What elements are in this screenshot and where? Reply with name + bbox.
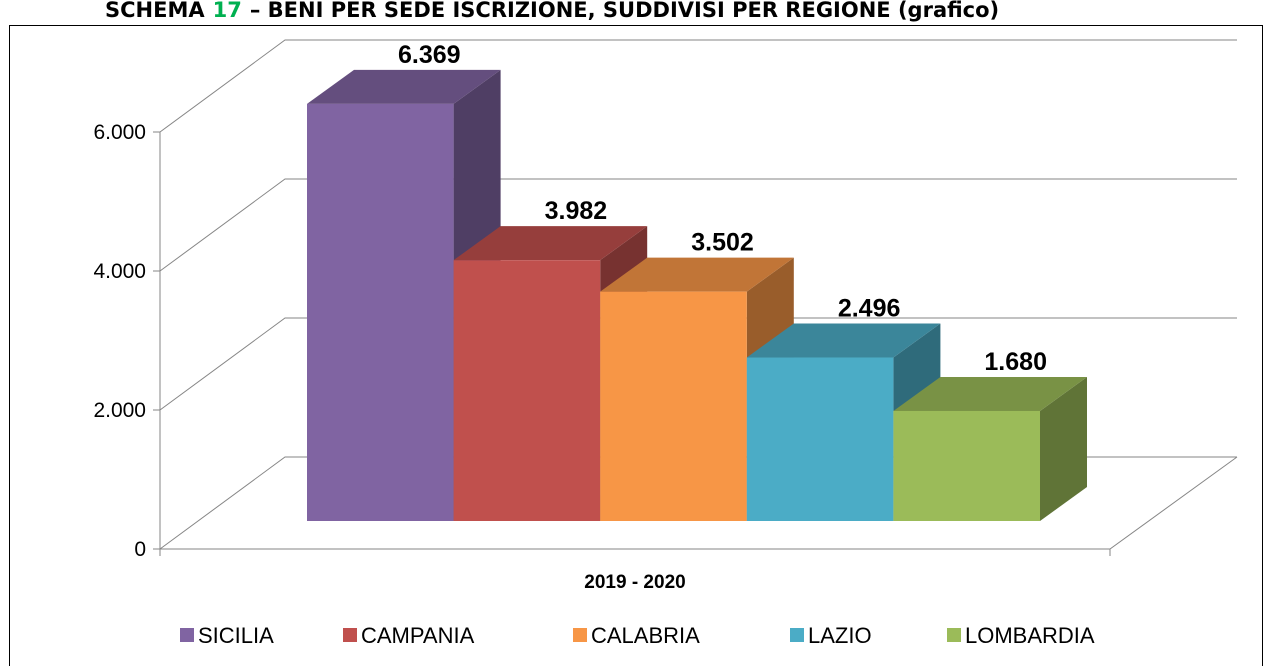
y-tick-label: 6.000 [93,121,146,144]
bar [453,260,601,521]
title-part: – BENI PER SEDE ISCRIZIONE, SUDDIVISI PE… [250,0,999,22]
bar-side [1040,376,1087,521]
bar-top [307,69,501,104]
bar-top [453,226,648,261]
bar-top [600,257,794,292]
legend-label: LOMBARDIA [965,623,1095,648]
data-label: 6.369 [398,41,461,69]
y-tick-label: 4.000 [93,260,146,283]
bar-top [746,323,941,358]
legend-label: CAMPANIA [361,623,475,648]
data-label: 2.496 [838,295,901,323]
legend-label: CALABRIA [591,623,700,648]
legend-swatch [180,628,194,642]
legend-swatch [947,628,961,642]
grid-line [159,178,1237,272]
legend-swatch [573,628,587,642]
data-label: 1.680 [984,348,1047,376]
data-label: 3.502 [691,229,754,257]
legend-swatch [343,628,357,642]
title-part: 17 [213,0,242,22]
data-label: 3.982 [545,197,608,225]
title-part: SCHEMA [105,0,205,22]
bar [893,410,1040,521]
bar [307,103,454,521]
grid-line [159,317,1237,411]
chart-border [9,25,1263,666]
legend-label: LAZIO [808,623,872,648]
bar-top [893,376,1087,411]
legend-label: SICILIA [198,623,274,648]
y-tick-label: 0 [134,538,146,561]
legend-swatch [790,628,804,642]
y-tick-label: 2.000 [93,399,146,422]
chart-title: SCHEMA 17 – BENI PER SEDE ISCRIZIONE, SUDD… [105,0,999,22]
grid-line [159,39,1237,133]
bar [600,291,747,521]
x-category-label: 2019 - 2020 [584,572,685,593]
bar [746,357,894,521]
